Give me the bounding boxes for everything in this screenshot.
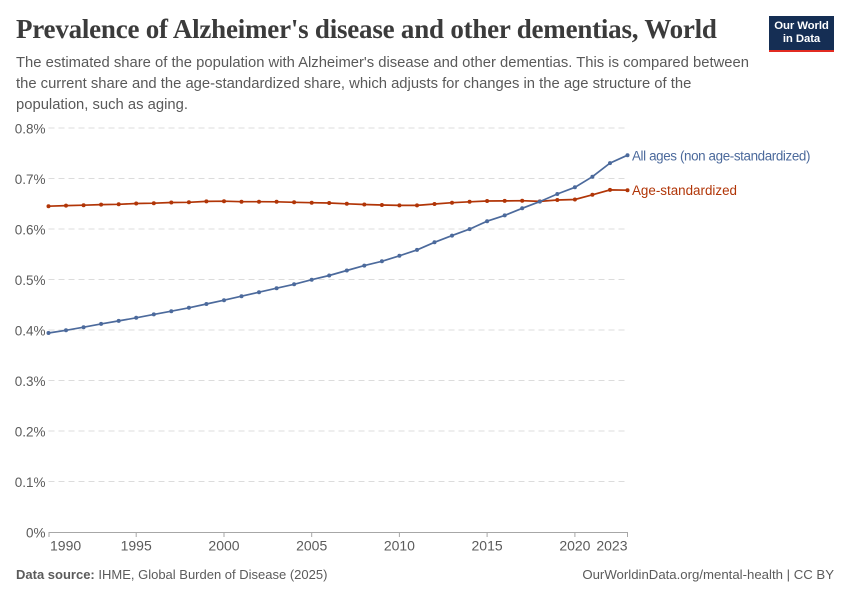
svg-text:0.4%: 0.4% (15, 324, 46, 339)
svg-text:1990: 1990 (50, 538, 81, 554)
svg-text:0.2%: 0.2% (15, 425, 46, 440)
svg-text:2005: 2005 (296, 538, 327, 554)
svg-text:0%: 0% (26, 526, 46, 541)
svg-text:0.6%: 0.6% (15, 223, 46, 238)
svg-text:0.3%: 0.3% (15, 374, 46, 389)
svg-text:0.1%: 0.1% (15, 475, 46, 490)
svg-text:1995: 1995 (121, 538, 152, 554)
svg-text:0.8%: 0.8% (15, 122, 46, 137)
svg-text:Age-standardized: Age-standardized (632, 183, 737, 198)
svg-text:2010: 2010 (384, 538, 415, 554)
svg-text:2000: 2000 (208, 538, 239, 554)
svg-text:All ages (non age-standardized: All ages (non age-standardized) (632, 149, 810, 164)
svg-text:0.5%: 0.5% (15, 273, 46, 288)
svg-text:0.7%: 0.7% (15, 172, 46, 187)
svg-text:2020: 2020 (559, 538, 590, 554)
svg-text:2023: 2023 (596, 538, 627, 554)
svg-text:2015: 2015 (472, 538, 503, 554)
